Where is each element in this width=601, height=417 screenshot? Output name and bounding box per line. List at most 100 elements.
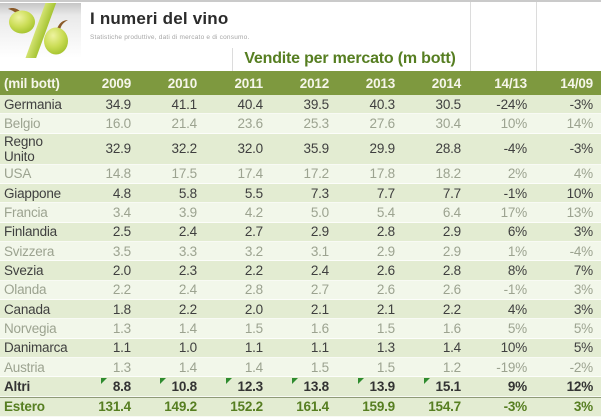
cell-value: 2.9: [442, 224, 461, 240]
data-cell: 1.3: [73, 358, 139, 376]
data-cell: 17.5: [139, 165, 205, 183]
cell-value: 1.3: [112, 359, 131, 375]
header-col-2009: 2009: [101, 75, 131, 91]
cell-value: -1%: [503, 282, 528, 298]
data-cell: 2.2: [403, 300, 469, 318]
cell-value: 4.2: [244, 204, 263, 220]
data-cell: 2.7: [205, 223, 271, 241]
cell-value: 2.7: [244, 224, 263, 240]
data-cell: 3.9: [139, 203, 205, 221]
cell-value: 1.0: [178, 340, 197, 356]
data-cell: 6.4: [403, 203, 469, 221]
site-identity: I numeri del vino Statistiche produttive…: [90, 9, 249, 41]
data-cell: 21.4: [139, 114, 205, 132]
cell-value: 1.1: [310, 340, 329, 356]
cell-value: 15.1: [435, 378, 462, 394]
data-cell: 30.4: [403, 114, 469, 132]
row-label: Francia: [4, 204, 48, 220]
cell-value: 1.3: [376, 340, 395, 356]
cell-value: 1.5: [310, 359, 329, 375]
row-label: Regno Unito: [4, 133, 43, 164]
data-cell: 29.9: [337, 134, 403, 164]
cell-value: 2.1: [376, 301, 395, 317]
data-cell: 1.3: [337, 339, 403, 357]
cell-value: 5%: [507, 320, 527, 336]
data-cell: -4%: [469, 134, 535, 164]
cell-value: 41.1: [171, 96, 198, 112]
cell-value: 32.2: [171, 141, 198, 157]
table-row-regno-unito: Regno Unito 32.9 32.2 32.0 35.9 29.9 28.8 -4% -3…: [0, 133, 601, 165]
cell-value: 2.6: [442, 282, 461, 298]
row-label: Austria: [4, 359, 45, 375]
cell-value: 3.4: [112, 204, 131, 220]
cell-value: 10%: [566, 185, 594, 201]
table-row-usa: USA 14.8 17.5 17.4 17.2 17.8 18.2 2% 4%: [0, 164, 601, 184]
cell-value: 12%: [566, 378, 594, 394]
data-cell: 5.8: [139, 184, 205, 202]
data-cell: 14%: [535, 114, 601, 132]
cell-value: 1.4: [244, 359, 263, 375]
data-cell: 2.8: [403, 261, 469, 279]
data-cell: 10%: [469, 114, 535, 132]
data-cell: 3.5: [73, 242, 139, 260]
cell-value: 1.2: [442, 359, 461, 375]
data-cell: 152.2: [205, 398, 271, 416]
data-cell: 32.0: [205, 134, 271, 164]
data-cell: 2.4: [139, 281, 205, 299]
cell-value: 10%: [500, 115, 528, 131]
gridline-vertical-2: [536, 2, 537, 71]
cell-value: 3%: [573, 301, 593, 317]
data-cell: 2.9: [403, 242, 469, 260]
cell-value: 2.8: [244, 282, 263, 298]
data-cell: 5%: [535, 339, 601, 357]
cell-value: 17.8: [369, 166, 396, 182]
row-label: Danimarca: [4, 340, 68, 356]
gridline-vertical-3: [232, 48, 233, 71]
cell-value: 2.4: [178, 224, 197, 240]
row-label: USA: [4, 166, 32, 182]
table-row-austria: Austria 1.3 1.4 1.4 1.5 1.5 1.2 -19% -2%: [0, 357, 601, 378]
data-cell: 154.7: [403, 398, 469, 416]
header-col-2014: 2014: [431, 75, 461, 91]
row-label: Germania: [4, 96, 62, 112]
cell-value: 1.5: [376, 359, 395, 375]
cell-value: 7%: [573, 262, 593, 278]
data-cell: 6%: [469, 223, 535, 241]
table-row-belgio: Belgio 16.0 21.4 23.6 25.3 27.6 30.4 10% 14%: [0, 114, 601, 134]
cell-value: 2.2: [244, 262, 263, 278]
data-cell: 1.8: [73, 300, 139, 318]
data-cell: 35.9: [271, 134, 337, 164]
data-cell: 2.3: [139, 261, 205, 279]
site-logo[interactable]: [0, 3, 81, 58]
row-label: Belgio: [4, 115, 41, 131]
row-label: Norvegia: [4, 320, 57, 336]
data-cell: 1.5: [337, 358, 403, 376]
cell-value: 1.6: [310, 320, 329, 336]
header-col-2010: 2010: [167, 75, 197, 91]
cell-value: 2.9: [376, 243, 395, 259]
data-cell: 1.5: [205, 319, 271, 337]
data-cell: 17.4: [205, 165, 271, 183]
cell-value: 131.4: [98, 399, 131, 415]
data-cell: 8%: [469, 261, 535, 279]
flag-triangle-icon: [100, 378, 107, 385]
data-cell: 1.5: [271, 358, 337, 376]
cell-value: 27.6: [369, 115, 396, 131]
data-cell: 7.7: [337, 184, 403, 202]
data-cell: 17.8: [337, 165, 403, 183]
cell-value: 10%: [500, 340, 528, 356]
cell-value: 3.3: [178, 243, 197, 259]
data-cell: 25.3: [271, 114, 337, 132]
cell-value: 4%: [507, 301, 527, 317]
cell-value: 2.7: [310, 282, 329, 298]
cell-value: 2.3: [178, 262, 197, 278]
cell-value: 6%: [507, 224, 527, 240]
cell-value: 40.4: [237, 96, 264, 112]
cell-value: 23.6: [237, 115, 264, 131]
cell-value: 2.9: [442, 243, 461, 259]
data-cell: 1.4: [139, 358, 205, 376]
data-cell: 7.7: [403, 184, 469, 202]
data-cell: -4%: [535, 242, 601, 260]
data-cell: 1.3: [73, 319, 139, 337]
